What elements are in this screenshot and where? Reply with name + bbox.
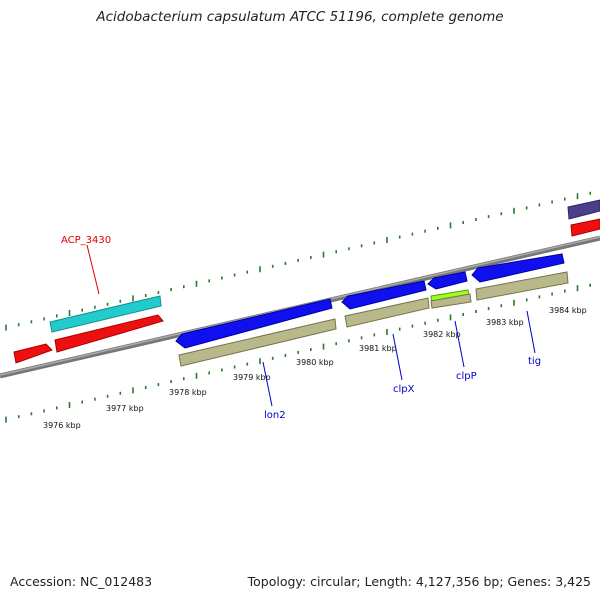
feature-tig[interactable] [471,253,565,283]
gene-label-leaders [86,244,536,407]
feature-clpX[interactable] [341,280,427,310]
feature-cyan-gene[interactable] [49,295,162,333]
feature-purple-gene[interactable] [567,199,600,220]
gene-label-clpX[interactable]: clpX [393,384,415,395]
feature-clpX-cog[interactable] [344,297,430,328]
topology-text: Topology: circular; Length: 4,127,356 bp… [247,574,591,589]
tick-label: 3981 kbp [359,344,397,353]
gene-label-ACP_3430[interactable]: ACP_3430 [61,235,111,246]
accession-text: Accession: NC_012483 [10,574,153,589]
gene-label-clpP[interactable]: clpP [456,371,477,382]
feature-clpP-cog[interactable] [430,293,472,309]
tick-label: 3984 kbp [549,306,587,315]
feature-layer [13,199,600,367]
leader-tig [526,310,536,354]
tick-label: 3977 kbp [106,404,144,413]
map-title: Acidobacterium capsulatum ATCC 51196, co… [96,9,504,25]
inner-tick-track [5,283,592,423]
leader-ACP_3430 [86,244,100,295]
outer-tick-track [5,191,592,331]
feature-red-gene-2[interactable] [54,314,164,353]
leader-lon2 [262,361,273,407]
tick-label: 3978 kbp [169,388,207,397]
kbp-tick-labels: 3976 kbp 3977 kbp 3978 kbp 3979 kbp 3980… [43,306,587,430]
leader-clpX [392,333,403,381]
tick-label: 3983 kbp [486,318,524,327]
feature-red-gene-1[interactable] [13,343,53,364]
gene-label-tig[interactable]: tig [528,356,541,367]
feature-red-gene-3[interactable] [570,218,600,237]
feature-lon2-cog[interactable] [178,318,337,367]
tick-label: 3976 kbp [43,421,81,430]
gene-label-lon2[interactable]: lon2 [264,410,286,421]
feature-clpP[interactable] [427,271,468,290]
feature-tig-cog[interactable] [475,271,569,301]
tick-label: 3982 kbp [423,330,461,339]
feature-lon2[interactable] [175,298,333,349]
gene-labels: ACP_3430 lon2 clpX clpP tig [61,235,541,421]
tick-label: 3980 kbp [296,358,334,367]
tick-label: 3979 kbp [233,373,271,382]
leader-clpP [454,320,465,368]
